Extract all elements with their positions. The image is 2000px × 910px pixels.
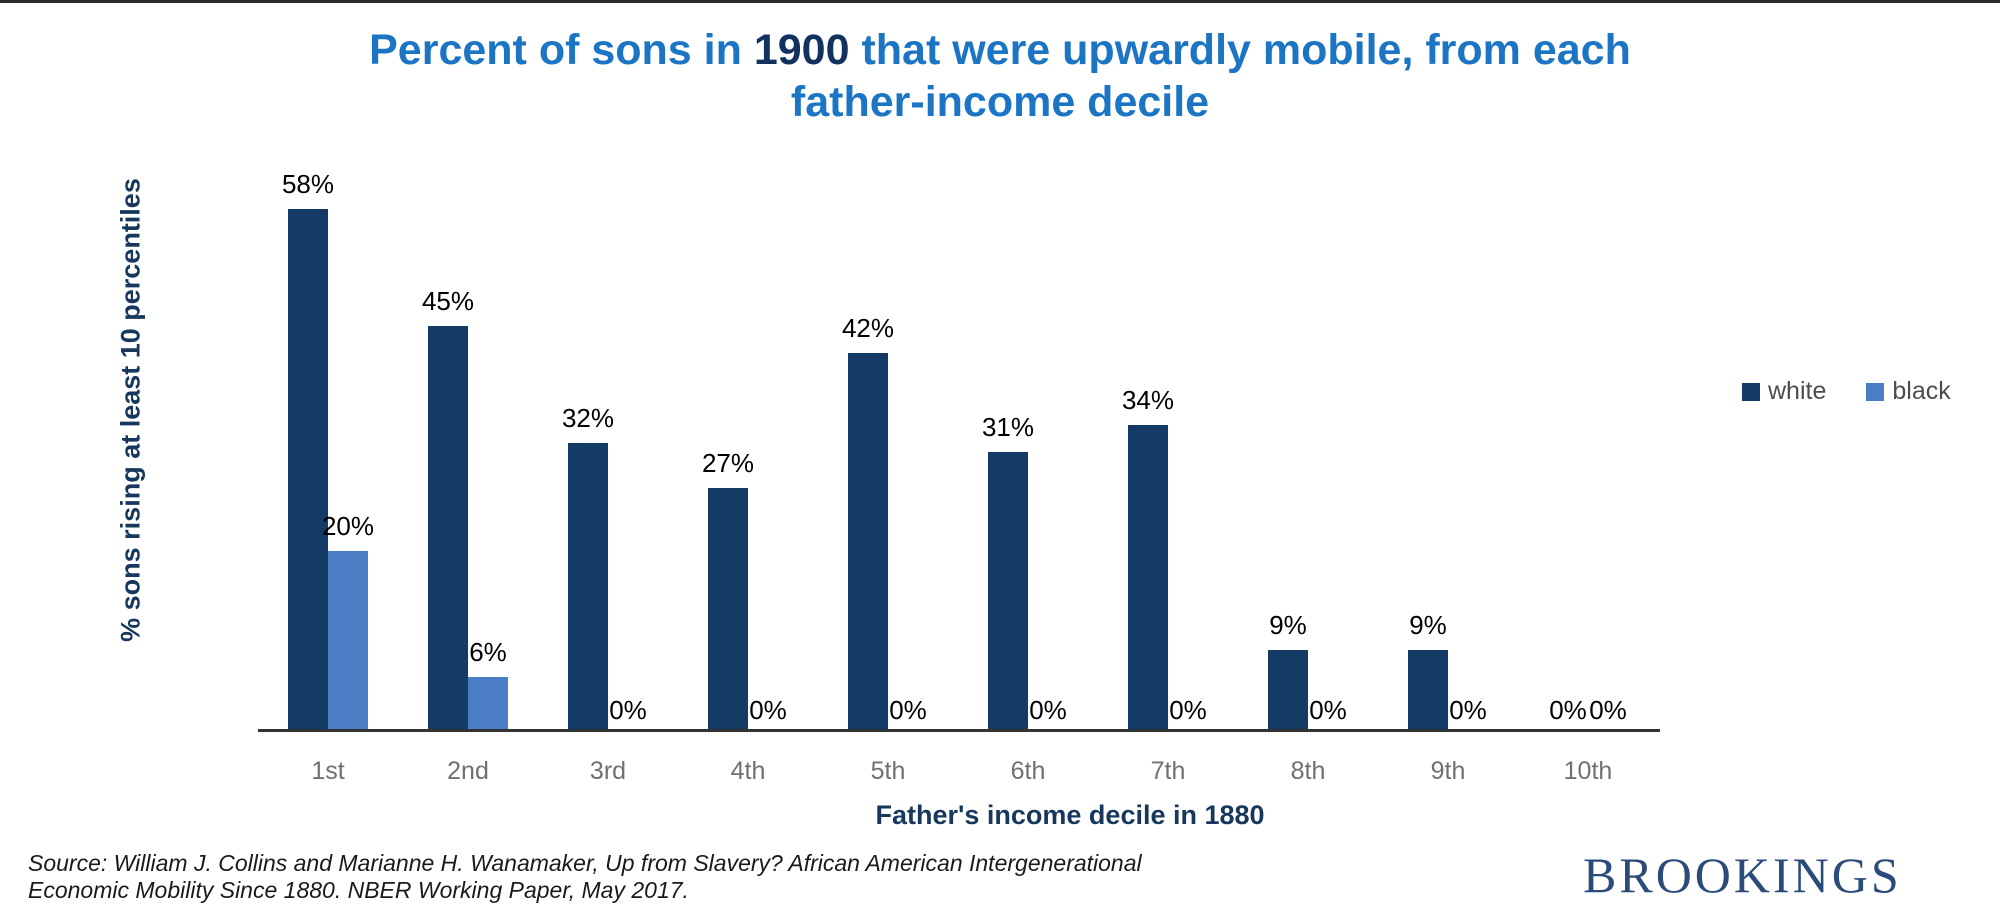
bar-white-4th (708, 488, 748, 731)
brookings-logo: BROOKINGS (1583, 847, 1902, 903)
chart-title-part2: that were upwardly mobile, from each (849, 26, 1631, 74)
data-label-white-4th: 27% (701, 448, 755, 478)
x-tick-5th: 5th (870, 757, 906, 785)
bar-white-3rd (568, 443, 608, 731)
bar-white-6th (988, 452, 1028, 731)
data-label-white-8th: 9% (1269, 610, 1307, 640)
bar-black-2nd (468, 677, 508, 731)
chart-title: Percent of sons in 1900 that were upward… (0, 24, 2000, 128)
bar-group-3rd: 32% 0% (538, 150, 678, 731)
x-tick-6th: 6th (1010, 757, 1046, 785)
y-axis-title: % sons rising at least 10 percentiles (115, 178, 146, 642)
chart-title-year: 1900 (753, 26, 850, 74)
bar-black-1st (328, 551, 368, 731)
data-label-black-6th: 0% (1029, 695, 1067, 725)
data-label-white-5th: 42% (841, 313, 895, 343)
source-line1: Source: William J. Collins and Marianne … (28, 850, 1142, 876)
data-label-white-7th: 34% (1121, 385, 1175, 415)
x-tick-8th: 8th (1290, 757, 1326, 785)
data-label-white-3rd: 32% (561, 403, 615, 433)
data-label-white-10th: 0% (1549, 695, 1587, 725)
bar-group-8th: 9% 0% (1238, 150, 1378, 731)
bar-group-6th: 31% 0% (958, 150, 1098, 731)
x-tick-10th: 10th (1563, 757, 1613, 785)
data-label-black-9th: 0% (1449, 695, 1487, 725)
data-label-black-4th: 0% (749, 695, 787, 725)
data-label-black-5th: 0% (889, 695, 927, 725)
x-tick-1st: 1st (311, 757, 345, 785)
legend-entry-black: black (1866, 377, 1951, 406)
x-tick-9th: 9th (1430, 757, 1466, 785)
top-border-rule (0, 0, 2000, 3)
legend-marker-black (1866, 382, 1885, 401)
bar-white-5th (848, 353, 888, 731)
source-note: Source: William J. Collins and Marianne … (28, 850, 1142, 904)
bar-group-2nd: 45% 6% (398, 150, 538, 731)
x-tick-4th: 4th (730, 757, 766, 785)
bar-group-4th: 27% 0% (678, 150, 818, 731)
bar-group-5th: 42% 0% (818, 150, 958, 731)
data-label-black-8th: 0% (1309, 695, 1347, 725)
legend-label-white: white (1768, 377, 1827, 405)
data-label-black-1st: 20% (321, 511, 375, 541)
bar-white-9th (1408, 650, 1448, 731)
data-label-white-9th: 9% (1409, 610, 1447, 640)
x-tick-3rd: 3rd (589, 757, 627, 785)
x-tick-2nd: 2nd (447, 757, 489, 785)
data-label-white-6th: 31% (981, 412, 1035, 442)
x-axis-line (258, 729, 1660, 732)
bar-white-8th (1268, 650, 1308, 731)
bar-group-10th: 0% 0% (1518, 150, 1658, 731)
legend: white black (1742, 377, 1951, 406)
chart-title-part1: Percent of sons in (369, 26, 754, 74)
bar-group-1st: 58% 20% (258, 150, 398, 731)
x-axis-title: Father's income decile in 1880 (875, 800, 1265, 830)
data-label-white-1st: 58% (281, 169, 335, 199)
data-label-black-7th: 0% (1169, 695, 1207, 725)
plot-area: 58% 20% 45% 6% 32% 0% 27% 0% 42% 0% 31% 0% 34% 0% 9% 0%… (258, 150, 1658, 731)
data-label-black-10th: 0% (1589, 695, 1627, 725)
chart-title-line2: father-income decile (790, 78, 1210, 126)
bar-white-1st (288, 209, 328, 731)
x-tick-7th: 7th (1150, 757, 1186, 785)
legend-marker-white (1742, 382, 1760, 401)
legend-label-black: black (1892, 377, 1951, 405)
bar-group-7th: 34% 0% (1098, 150, 1238, 731)
source-line2: Economic Mobility Since 1880. NBER Worki… (28, 877, 689, 903)
bar-white-2nd (428, 326, 468, 731)
data-label-black-2nd: 6% (469, 637, 507, 667)
data-label-white-2nd: 45% (421, 286, 475, 316)
bar-white-7th (1128, 425, 1168, 731)
legend-entry-white: white (1742, 377, 1826, 406)
data-label-black-3rd: 0% (609, 695, 647, 725)
bar-group-9th: 9% 0% (1378, 150, 1518, 731)
